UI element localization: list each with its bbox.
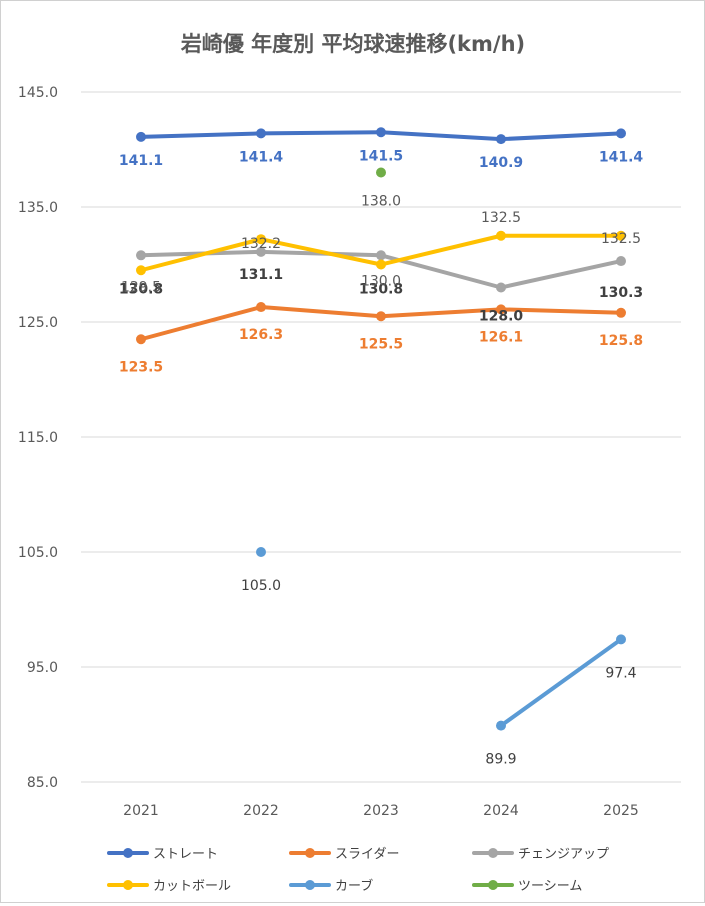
data-label: 140.9 <box>479 155 523 171</box>
data-label: 132.2 <box>241 236 281 252</box>
y-tick-label: 125.0 <box>18 315 58 331</box>
data-point <box>256 246 266 257</box>
data-label: 141.5 <box>359 148 403 164</box>
data-point <box>376 167 386 178</box>
data-label: 131.1 <box>239 267 283 283</box>
data-point <box>376 127 386 138</box>
data-point <box>616 307 626 318</box>
data-label: 126.3 <box>239 327 283 343</box>
series-points <box>136 127 626 731</box>
data-label: 125.5 <box>359 336 403 352</box>
legend-swatch-marker <box>305 880 315 890</box>
data-point <box>256 302 266 313</box>
data-label: 89.9 <box>485 752 516 768</box>
data-label: 126.1 <box>479 329 523 345</box>
x-tick-label: 2023 <box>363 803 399 819</box>
data-point <box>496 304 506 315</box>
x-tick-label: 2021 <box>123 803 159 819</box>
legend-label: カーブ <box>335 878 373 894</box>
legend-label: ストレート <box>153 847 218 862</box>
data-label: 132.5 <box>481 210 521 226</box>
y-tick-label: 85.0 <box>27 775 58 791</box>
legend-label: カットボール <box>153 879 231 894</box>
data-label: 130.3 <box>599 285 643 301</box>
series-lines <box>139 130 623 728</box>
x-axis: 2021 2022 2023 2024 2025 <box>123 803 639 819</box>
data-label: 128.0 <box>479 309 524 325</box>
legend-swatch-marker <box>488 880 498 890</box>
data-label: 130.8 <box>359 281 403 297</box>
data-point <box>496 230 506 241</box>
data-point <box>256 234 266 245</box>
data-label: 105.0 <box>241 578 281 594</box>
data-point <box>136 334 146 345</box>
data-point <box>616 634 626 645</box>
y-tick-label: 135.0 <box>18 200 58 216</box>
data-point <box>376 250 386 261</box>
x-tick-label: 2022 <box>243 803 279 819</box>
data-label: 132.5 <box>601 231 641 247</box>
data-point <box>256 128 266 139</box>
chart-title: 岩崎優 年度別 平均球速推移(km/h) <box>180 32 525 56</box>
data-point <box>136 131 146 142</box>
data-point <box>496 282 506 293</box>
legend-label: スライダー <box>335 847 399 862</box>
data-labels: 141.1 141.4 141.5 140.9 141.4 123.5 126.3 125.5… <box>119 148 644 767</box>
data-point <box>256 547 266 557</box>
data-point <box>496 134 506 145</box>
legend-label: ツーシーム <box>518 879 582 894</box>
data-point <box>136 250 146 261</box>
data-label: 141.1 <box>119 153 163 169</box>
data-point <box>136 265 146 276</box>
data-label: 141.4 <box>599 149 644 165</box>
y-tick-label: 145.0 <box>18 85 58 101</box>
data-label: 97.4 <box>605 665 636 681</box>
legend-swatch-marker <box>488 848 498 858</box>
legend-swatch-marker <box>305 848 315 858</box>
data-label: 141.4 <box>239 149 284 165</box>
data-label: 130.0 <box>361 274 401 290</box>
data-point <box>376 259 386 270</box>
data-point <box>376 311 386 322</box>
data-label: 138.0 <box>361 194 401 210</box>
legend-swatch-marker <box>123 880 133 890</box>
y-tick-label: 115.0 <box>18 430 58 446</box>
gridlines <box>81 91 681 783</box>
x-tick-label: 2024 <box>483 803 519 819</box>
data-label: 130.8 <box>119 281 163 297</box>
legend-swatch-marker <box>123 848 133 858</box>
y-axis: 145.0 135.0 125.0 115.0 105.0 95.0 85.0 <box>18 85 58 791</box>
x-tick-label: 2025 <box>603 803 639 819</box>
y-tick-label: 95.0 <box>27 660 58 676</box>
data-label: 129.5 <box>121 279 161 295</box>
data-point <box>616 230 626 241</box>
legend-label: チェンジアップ <box>518 847 609 862</box>
series-line <box>499 637 623 728</box>
data-label: 123.5 <box>119 359 163 375</box>
data-point <box>616 256 626 267</box>
data-point <box>496 720 506 731</box>
data-point <box>616 128 626 139</box>
data-label: 125.8 <box>599 333 643 349</box>
y-tick-label: 105.0 <box>18 545 58 561</box>
